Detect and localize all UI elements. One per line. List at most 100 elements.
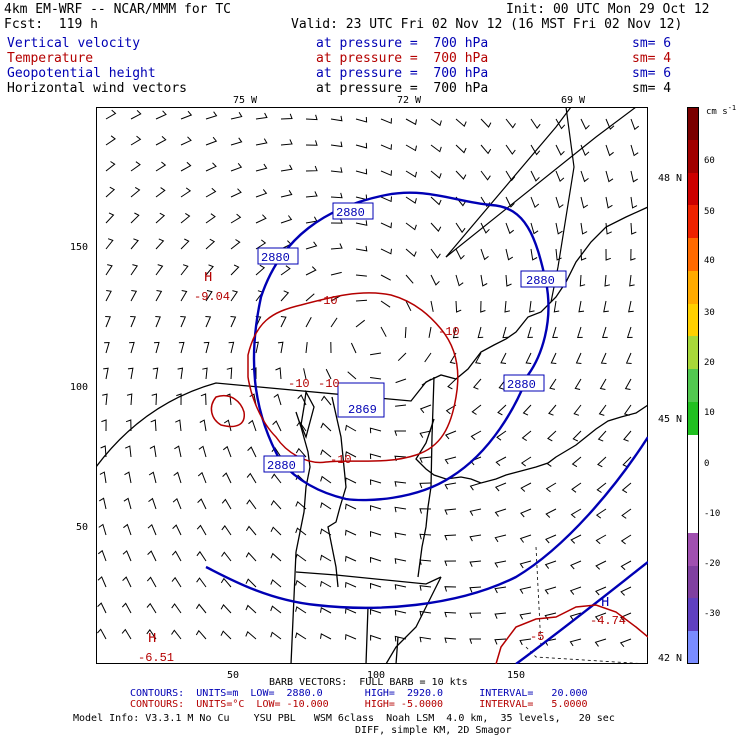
wind-barb [255,163,268,172]
coastline [96,206,648,468]
wind-barb [226,367,233,380]
wind-barb [105,290,112,302]
wind-barb [305,140,318,146]
wind-barb [230,264,240,276]
wind-barb [320,528,332,536]
model-info: Model Info: V3.3.1 M No Cu YSU PBL WSM 6… [73,713,615,724]
wind-barb [97,602,107,614]
svg-text:2869: 2869 [348,403,377,417]
wind-barb [405,196,417,204]
colorbar-tick-label: -10 [704,509,721,519]
wind-barb [419,430,432,438]
wind-barb [105,316,111,328]
wind-barb [280,316,287,328]
wind-barb [130,264,139,276]
height-label: 2880 [520,270,567,288]
wind-barb [245,630,257,640]
lat-label-48n: 48 N [658,173,683,184]
colorbar [687,107,699,665]
wind-barb [155,264,164,276]
wind-barb [180,212,191,224]
wind-barb [130,238,139,250]
wind-barb [430,248,441,259]
wind-barb [150,419,157,432]
wind-barb [105,264,113,276]
wind-barb [445,404,457,415]
wind-barb [270,552,282,562]
wind-barb [570,508,582,519]
wind-barb [195,603,207,614]
wind-barb [572,430,582,442]
wind-barb [600,352,607,364]
wind-barb [205,187,217,198]
wind-barb [148,497,157,510]
colorbar-tick-label: 20 [704,358,715,368]
wind-barb [205,264,214,276]
wind-barb [355,168,368,175]
wind-barb [575,352,582,364]
wind-barb [470,430,482,441]
wind-barb [245,525,257,536]
temp-contour-minus10 [247,292,459,464]
wind-barb [579,274,586,287]
wind-barb [469,638,481,644]
wind-barb [419,533,432,540]
wind-barb [619,638,632,648]
height-contour-info: CONTOURS: UNITS=m LOW= 2880.0 HIGH= 2920… [130,688,588,699]
wind-barb [428,326,432,338]
height-label-low: 2869 [337,382,385,418]
wind-barb [630,118,640,131]
wind-barb [569,586,582,595]
lon-label-72w: 72 W [397,95,422,106]
wind-barb [355,220,368,226]
wind-barb [444,430,457,440]
wind-barb [97,549,107,562]
wind-barb [569,638,582,647]
wind-barb [545,482,557,493]
wind-barb [180,136,192,146]
wind-barb [480,144,492,155]
temp-label: -10 [438,325,460,339]
wind-barb [124,445,132,458]
colorbar-tick-label: 0 [704,459,710,469]
wind-barb [173,471,182,484]
height-contours [205,191,648,664]
wind-barb [574,378,582,390]
wind-barb [469,560,482,567]
height-label: 2880 [263,455,305,473]
wind-barb [246,499,257,510]
wind-barb [295,500,307,510]
wind-barb [102,393,108,406]
wind-barb [571,482,582,493]
wind-barb [494,560,507,568]
wind-barb [480,170,491,181]
temperature-contours [210,292,648,664]
wind-barb [355,274,367,277]
high-center-value: -9.04 [194,290,230,304]
dashed-line [525,546,648,664]
wind-barb [630,170,638,183]
temp-label: -10 [318,377,340,391]
wind-barb [122,576,132,588]
wind-barb [98,523,107,536]
wind-barb [330,243,343,250]
field-smoothing: sm= 4 [632,51,672,66]
wind-barb [519,534,532,543]
wind-barb [151,393,158,406]
wind-barb [345,633,357,640]
wind-barb [550,352,557,364]
svg-text:2880: 2880 [267,459,296,473]
wind-barb [444,586,457,592]
wind-barb [544,586,557,595]
wind-barb [126,393,133,406]
grid-y-label-100: 100 [70,382,89,393]
wind-barb [220,604,232,614]
wind-barb [99,497,107,510]
wind-barb [205,162,217,172]
wind-barb [630,222,637,235]
wind-barb [295,447,307,458]
wind-barb [205,238,216,250]
wind-barb [480,222,490,234]
wind-barb [205,213,216,224]
wind-barb [305,165,318,172]
